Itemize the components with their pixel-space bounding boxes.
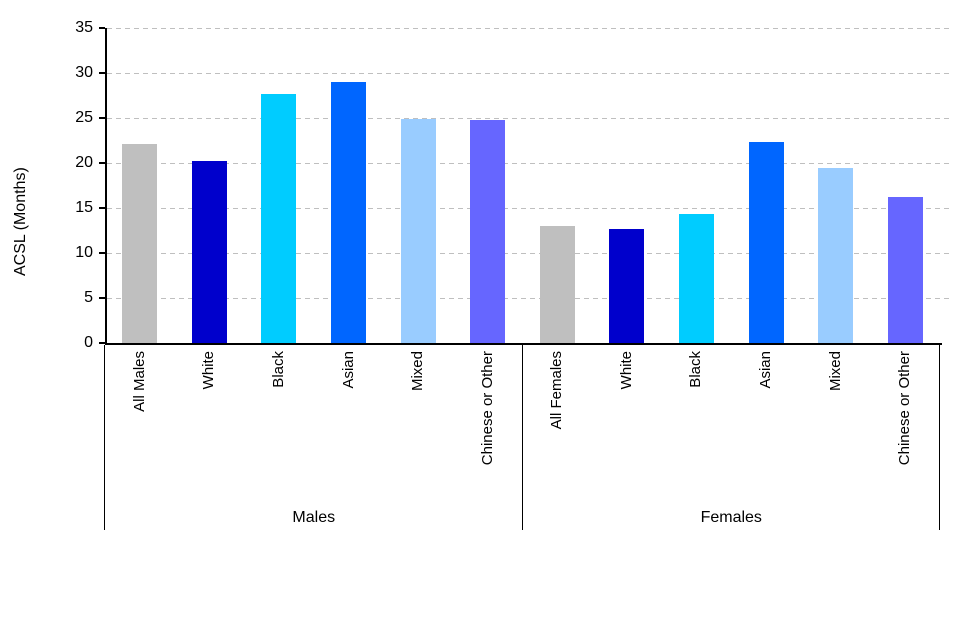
category-label: Mixed bbox=[826, 351, 844, 392]
category-label: White bbox=[617, 351, 635, 390]
gridline-10 bbox=[107, 253, 950, 254]
y-tick-35 bbox=[99, 27, 105, 29]
y-axis-title: ACSL (Months) bbox=[12, 167, 29, 276]
category-label: Chinese or Other bbox=[478, 351, 496, 466]
y-tick-30 bbox=[99, 72, 105, 74]
bar-females-asian bbox=[748, 142, 784, 343]
bar-males-mixed bbox=[400, 119, 436, 343]
y-tick-20 bbox=[99, 162, 105, 164]
category-label: Mixed bbox=[409, 351, 427, 392]
y-tick-label-25: 25 bbox=[75, 109, 93, 126]
category-label: All Males bbox=[130, 351, 148, 412]
category-label: Black bbox=[269, 351, 287, 388]
category-label: Asian bbox=[339, 351, 357, 389]
gridline-15 bbox=[107, 208, 950, 209]
y-tick-label-0: 0 bbox=[84, 334, 93, 351]
category-label: Black bbox=[687, 351, 705, 388]
y-tick-label-10: 10 bbox=[75, 244, 93, 261]
bar-males-asian bbox=[331, 82, 367, 343]
plot-area bbox=[105, 28, 942, 345]
bar-females-chinese-or-other bbox=[887, 197, 923, 343]
gridline-25 bbox=[107, 118, 950, 119]
bar-males-white bbox=[191, 161, 227, 343]
y-tick-15 bbox=[99, 207, 105, 209]
bar-females-mixed bbox=[818, 168, 854, 343]
gridline-35 bbox=[107, 28, 950, 29]
y-tick-label-35: 35 bbox=[75, 19, 93, 36]
bar-males-all-males bbox=[122, 144, 158, 343]
gridline-20 bbox=[107, 163, 950, 164]
y-tick-0 bbox=[99, 342, 105, 344]
bar-females-black bbox=[678, 214, 714, 343]
bar-males-black bbox=[261, 94, 297, 343]
group-separator bbox=[104, 345, 105, 530]
y-tick-5 bbox=[99, 297, 105, 299]
y-tick-25 bbox=[99, 117, 105, 119]
y-tick-label-30: 30 bbox=[75, 64, 93, 81]
category-label: All Females bbox=[548, 351, 566, 430]
bar-females-all-females bbox=[539, 226, 575, 343]
category-label: Chinese or Other bbox=[896, 351, 914, 466]
bar-males-chinese-or-other bbox=[470, 120, 506, 343]
y-tick-label-15: 15 bbox=[75, 199, 93, 216]
y-tick-label-20: 20 bbox=[75, 154, 93, 171]
y-tick-label-5: 5 bbox=[84, 289, 93, 306]
group-separator bbox=[939, 345, 940, 530]
category-label: Asian bbox=[757, 351, 775, 389]
group-label-females: Females bbox=[700, 509, 762, 526]
category-label: White bbox=[200, 351, 218, 390]
y-tick-10 bbox=[99, 252, 105, 254]
gridline-30 bbox=[107, 73, 950, 74]
group-separator bbox=[522, 345, 523, 530]
bar-females-white bbox=[609, 229, 645, 343]
group-label-males: Males bbox=[292, 509, 336, 526]
gridline-5 bbox=[107, 298, 950, 299]
